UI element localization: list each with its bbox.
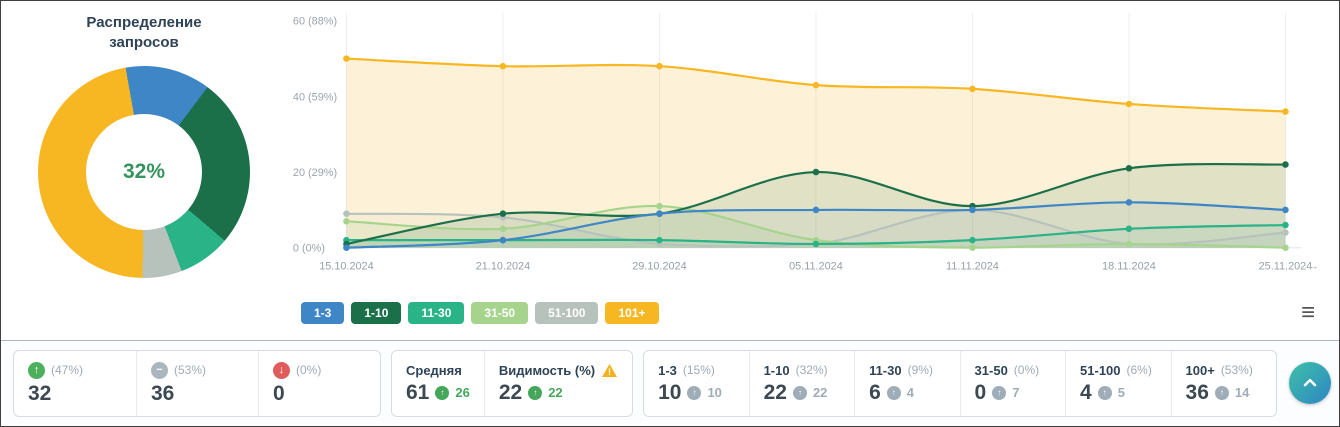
trend-percent: (53%) [174,363,207,377]
range-value: 36 [1185,380,1209,404]
chart-legend: 1-3 1-10 11-30 31-50 51-100 101+ [301,302,1297,324]
minus-icon: − [151,361,168,379]
range-delta: 10 [707,385,722,400]
legend-item-11-30[interactable]: 11-30 [408,302,465,324]
chevron-up-icon [1300,373,1320,393]
metrics-summary-group: Средняя 61 ↑ 26 Видимость (%)! 22 ↑ 22 [391,350,634,417]
range-label: 31-50 [974,362,1008,378]
range-value: 0 [974,380,987,404]
range-card-11-30: 11-30 (9%) 6 ↑ 4 [854,351,959,416]
legend-item-31-50[interactable]: 31-50 [471,302,529,324]
delta-up-icon: ↑ [1214,385,1229,400]
positions-line-chart[interactable]: 0 (0%) 20 (29%) 40 (59%) 60 (88%) 15.10.2024… [287,5,1333,301]
query-distribution-panel: Распределение запросов 32% [1,1,287,342]
range-card-51-100: 51-100 (6%) 4 ↑ 5 [1065,351,1170,416]
legend-item-51-100[interactable]: 51-100 [535,302,599,324]
donut-title: Распределение запросов [86,14,202,51]
range-value: 22 [763,380,787,404]
range-delta: 7 [1012,385,1020,400]
delta-up-icon: ↑ [528,385,543,400]
metric-card: Видимость (%)! 22 ↑ 22 [483,351,632,416]
trend-card-up: ↑ (47%) 32 [14,351,136,416]
delta-up-icon: ↑ [435,385,450,400]
hamburger-menu-icon[interactable]: ≡ [1300,299,1315,326]
metric-label: Видимость (%) [498,362,596,378]
down-arrow-icon: ↓ [273,361,290,379]
svg-text:25.11.2024: 25.11.2024 [1259,260,1313,272]
delta-up-icon: ↑ [792,385,807,400]
position-ranges-group: 1-3 (15%) 10 ↑ 10 1-10 (32%) 22 ↑ 22 11-30… [643,350,1277,417]
range-delta: 14 [1234,385,1250,400]
range-percent: (0%) [1013,363,1040,377]
scroll-to-top-button[interactable] [1289,362,1331,404]
range-card-1-3: 1-3 (15%) 10 ↑ 10 [644,351,748,416]
positions-chart-panel: 0 (0%) 20 (29%) 40 (59%) 60 (88%) 15.10.2024… [287,1,1339,342]
svg-text:05.11.2024: 05.11.2024 [789,260,843,272]
svg-text:40 (59%): 40 (59%) [293,91,337,103]
delta-up-icon: ↑ [886,385,901,400]
range-card-1-10: 1-10 (32%) 22 ↑ 22 [748,351,854,416]
range-label: 11-30 [869,362,902,378]
donut-center-value: 32% [122,160,166,183]
trend-card-neutral: − (53%) 36 [136,351,258,416]
trend-percent: (0%) [296,363,322,377]
delta-up-icon: ↑ [687,385,702,400]
range-value: 10 [658,380,682,404]
range-label: 1-10 [763,362,790,378]
range-card-31-50: 31-50 (0%) 0 ↑ 7 [959,351,1065,416]
metric-card: Средняя 61 ↑ 26 [392,351,484,416]
metric-value: 61 [406,380,430,404]
svg-text:→: → [1307,258,1319,272]
svg-text:20 (29%): 20 (29%) [293,167,337,179]
dashboard-top: Распределение запросов 32% 0 (0%) 20 (29%… [1,1,1339,342]
metric-delta: 22 [548,385,563,400]
range-percent: (53%) [1220,363,1253,377]
metric-delta: 26 [455,385,470,400]
donut-hole: 32% [86,114,202,230]
chart-footer: 1-3 1-10 11-30 31-50 51-100 101+ ≡ [287,301,1333,333]
svg-text:0 (0%): 0 (0%) [293,243,325,255]
metric-label: Средняя [406,362,462,378]
range-label: 51-100 [1080,362,1121,378]
trend-value: 32 [28,381,52,405]
delta-up-icon: ↑ [1097,385,1112,400]
svg-text:!: ! [608,367,611,377]
svg-text:21.10.2024: 21.10.2024 [476,260,530,272]
range-delta: 4 [906,385,914,400]
trend-value: 0 [273,381,285,405]
range-card-100+: 100+ (53%) 36 ↑ 14 [1170,351,1276,416]
range-percent: (15%) [682,363,715,377]
svg-text:15.10.2024: 15.10.2024 [319,260,373,272]
metric-value: 22 [498,380,523,404]
svg-text:60 (88%): 60 (88%) [293,16,337,28]
up-arrow-icon: ↑ [28,361,45,379]
trend-summary-group: ↑ (47%) 32 − (53%) 36 ↓ (0%) 0 [13,350,381,417]
range-percent: (32%) [795,363,828,377]
trend-value: 36 [151,381,175,405]
range-percent: (6%) [1126,363,1152,377]
range-label: 1-3 [658,362,677,378]
legend-item-1-3[interactable]: 1-3 [301,302,345,324]
delta-up-icon: ↑ [992,385,1007,400]
range-percent: (9%) [907,363,933,377]
range-delta: 5 [1117,385,1125,400]
trend-percent: (47%) [51,363,84,377]
svg-text:11.11.2024: 11.11.2024 [946,260,999,272]
summary-bar: ↑ (47%) 32 − (53%) 36 ↓ (0%) 0 Средняя 61 ↑… [1,340,1339,426]
svg-text:29.10.2024: 29.10.2024 [632,260,686,272]
trend-card-down: ↓ (0%) 0 [258,351,380,416]
range-label: 100+ [1185,362,1215,378]
legend-item-1-10[interactable]: 1-10 [351,302,402,324]
range-delta: 22 [812,385,828,400]
svg-text:18.11.2024: 18.11.2024 [1102,260,1156,272]
legend-item-101+[interactable]: 101+ [605,302,659,324]
range-value: 4 [1080,380,1092,404]
range-value: 6 [869,380,881,404]
warning-icon: ! [601,363,618,378]
query-distribution-donut[interactable]: 32% [38,66,250,278]
